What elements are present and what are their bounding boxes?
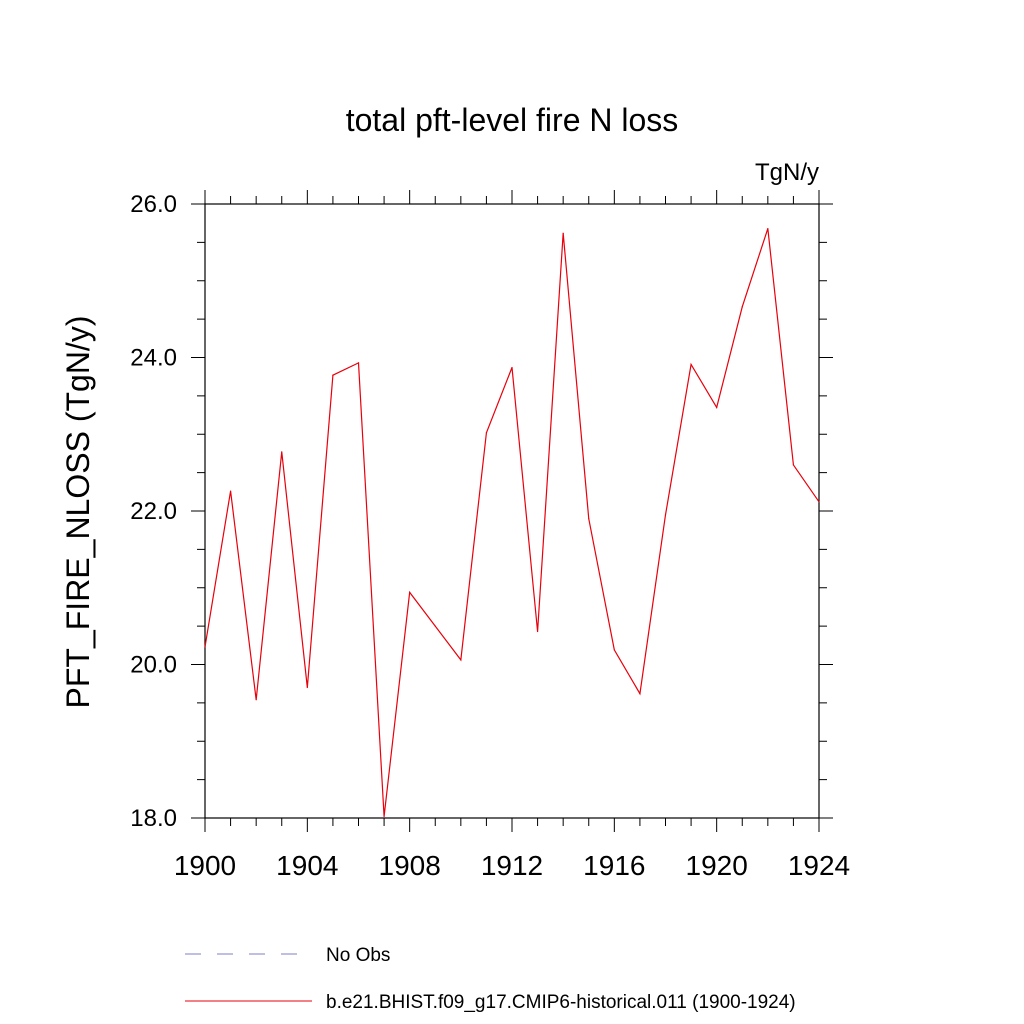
- data-point: [588, 518, 590, 520]
- data-point: [409, 591, 411, 593]
- y-tick-label: 18.0: [130, 805, 177, 832]
- units-label: TgN/y: [755, 159, 819, 186]
- y-axis-label: PFT_FIRE_NLOSS (TgN/y): [60, 316, 96, 709]
- data-point: [818, 501, 820, 503]
- data-point: [536, 630, 539, 633]
- data-point: [204, 646, 206, 648]
- y-tick-label: 20.0: [130, 652, 177, 679]
- plot-frame: [204, 203, 820, 819]
- data-point: [229, 490, 232, 492]
- y-tick-label: 24.0: [130, 345, 177, 372]
- legend-label-1: b.e21.BHIST.f09_g17.CMIP6-historical.011…: [326, 992, 796, 1013]
- data-point: [460, 659, 462, 661]
- data-point: [613, 649, 615, 651]
- x-tick-label: 1920: [686, 850, 748, 881]
- data-point: [767, 227, 769, 230]
- series-lines: [204, 227, 820, 818]
- data-point: [664, 514, 667, 516]
- data-point: [357, 362, 360, 364]
- y-tick-label: 26.0: [130, 191, 177, 218]
- legend-label-0: No Obs: [326, 945, 390, 966]
- data-point: [690, 363, 692, 366]
- legend: No Obs b.e21.BHIST.f09_g17.CMIP6-historic…: [185, 945, 796, 1013]
- data-point: [434, 625, 436, 627]
- data-point: [332, 374, 334, 376]
- data-point: [562, 232, 564, 234]
- data-point: [741, 306, 743, 308]
- axes: 18.0 20.0 22.0 24.0 26.0 1900 1904 1908 1912 1916…: [130, 190, 850, 881]
- data-point: [383, 815, 385, 818]
- chart-title: total pft-level fire N loss: [346, 102, 679, 138]
- x-tick-label: 1900: [174, 850, 236, 881]
- data-point: [255, 699, 257, 701]
- data-point: [281, 451, 283, 453]
- x-tick-label: 1904: [276, 850, 338, 881]
- data-point: [306, 686, 308, 689]
- x-tick-label: 1908: [379, 850, 441, 881]
- y-tick-label: 22.0: [130, 498, 177, 525]
- data-point: [639, 693, 641, 695]
- data-point: [511, 366, 513, 369]
- x-tick-label: 1916: [583, 850, 645, 881]
- x-tick-label: 1924: [788, 850, 850, 881]
- data-point: [485, 432, 488, 434]
- x-tick-label: 1912: [481, 850, 543, 881]
- series-line-1: [204, 228, 820, 817]
- data-point: [716, 406, 718, 408]
- data-point: [792, 464, 795, 466]
